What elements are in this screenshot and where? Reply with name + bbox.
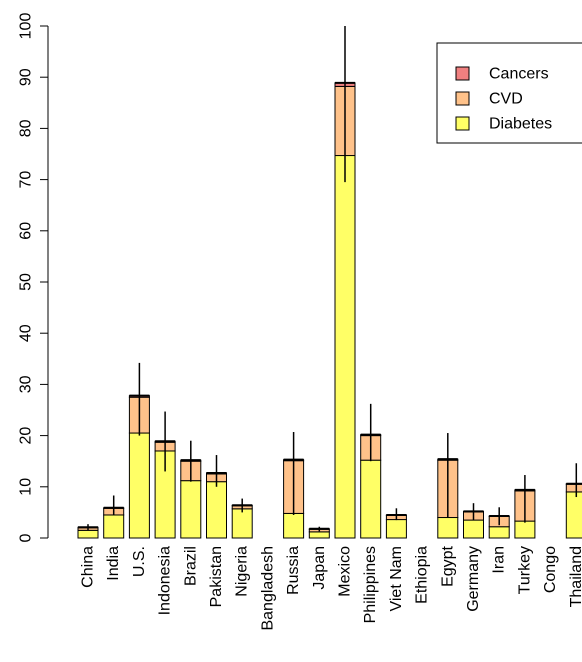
legend-label-cancers: Cancers [489, 66, 549, 83]
y-tick-label: 40 [18, 324, 35, 342]
x-tick-label: Viet Nam [388, 546, 405, 612]
legend-swatch-cvd [455, 91, 470, 106]
bar-segment-diabetes [437, 517, 459, 539]
bar-segment-diabetes [565, 491, 582, 539]
x-tick-label: Egypt [439, 545, 456, 586]
error-bars [87, 26, 578, 532]
x-tick-label: Congo [542, 546, 559, 593]
y-tick-label: 50 [18, 273, 35, 291]
bar-segment-diabetes [463, 519, 484, 539]
y-tick-label: 60 [18, 222, 35, 240]
x-tick-label: Bangladesh [259, 546, 276, 631]
x-tick-label: Pakistan [208, 546, 225, 607]
bar-segment-diabetes [103, 514, 125, 539]
y-tick-label: 0 [18, 533, 35, 542]
legend-swatch-cancers [455, 66, 470, 81]
bar-segment-diabetes [128, 432, 150, 539]
y-tick-label: 10 [18, 478, 35, 496]
legend: Cancers CVD Diabetes [436, 42, 582, 144]
bars [77, 81, 582, 539]
x-tick-label: Ethiopia [414, 546, 431, 604]
bar-segment-diabetes [206, 481, 227, 539]
x-tick-label: Philippines [362, 546, 379, 623]
legend-swatch-diabetes [455, 116, 470, 131]
x-tick-label: China [80, 546, 97, 588]
x-tick-label: Indonesia [157, 546, 174, 615]
bar-segment-diabetes [360, 459, 382, 539]
x-tick-label: Mexico [337, 546, 354, 597]
x-tick-label: Nigeria [234, 546, 251, 597]
x-tick-label: Brazil [182, 546, 199, 586]
bar-segment-diabetes [77, 529, 99, 539]
y-tick-label: 30 [18, 375, 35, 393]
bar-segment-diabetes [308, 531, 330, 539]
y-tick-label: 90 [18, 68, 35, 86]
bar-segment-diabetes [283, 512, 305, 539]
bar-segment-diabetes [180, 480, 202, 539]
legend-label-diabetes: Diabetes [489, 116, 552, 133]
bar-segment-diabetes [385, 519, 407, 539]
bar-segment-diabetes [488, 526, 510, 539]
x-tick-label: U.S. [131, 546, 148, 577]
x-tick-label: India [105, 546, 122, 581]
x-tick-label: Iran [491, 546, 508, 574]
x-tick-label: Germany [465, 546, 482, 612]
x-tick-label: Russia [285, 546, 302, 595]
bar-segment-diabetes [231, 508, 253, 539]
x-tick-label: Turkey [516, 546, 533, 594]
x-tick-label: Thailand [568, 546, 582, 607]
bar-segment-diabetes [334, 155, 356, 539]
bar-segment-diabetes [514, 520, 536, 539]
y-tick-label: 70 [18, 171, 35, 189]
x-tick-labels: China India U.S. Indonesia Brazil Pakistan Nig… [80, 545, 582, 630]
legend-label-cvd: CVD [489, 91, 523, 108]
y-tick-label: 80 [18, 119, 35, 137]
y-tick-label: 100 [18, 13, 35, 40]
y-tick-label: 20 [18, 427, 35, 445]
y-axis: 0 10 20 30 40 50 60 70 80 90 100 [18, 13, 49, 542]
x-tick-label: Japan [311, 546, 328, 590]
bar-segment-cvd [565, 483, 582, 493]
